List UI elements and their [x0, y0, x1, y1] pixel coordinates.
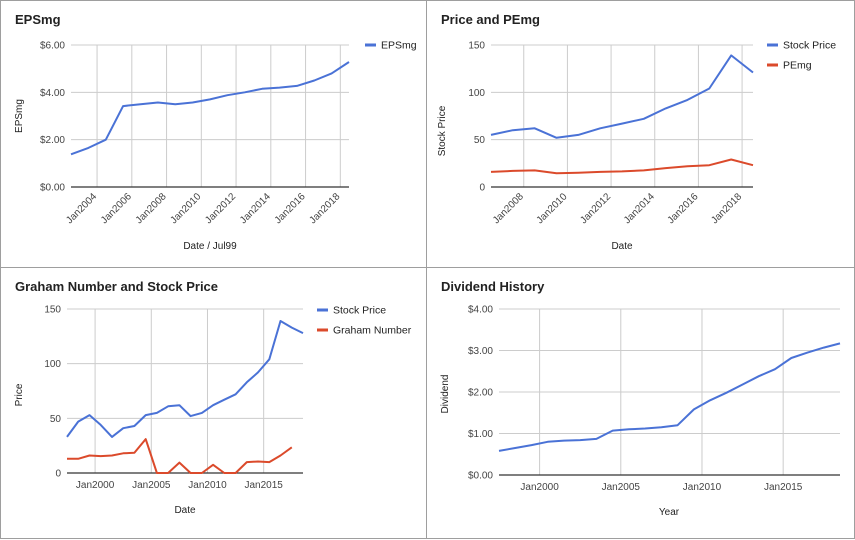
chart-title: Dividend History [441, 279, 545, 294]
series-line [66, 320, 304, 438]
series-line [70, 61, 350, 156]
legend-label: Stock Price [333, 305, 386, 317]
y-tick-label: 100 [44, 359, 61, 370]
x-tick-label: Jan2008 [491, 191, 526, 226]
series-line [498, 342, 841, 452]
legend-swatch [767, 63, 778, 67]
x-tick-label: Jan2012 [578, 191, 613, 226]
x-tick-label: Jan2016 [273, 191, 308, 226]
series-line [67, 438, 293, 474]
y-tick-label: $2.00 [468, 388, 493, 399]
y-tick-label: 150 [468, 41, 485, 52]
y-axis-title: Dividend [440, 375, 451, 414]
legend-label: EPSmg [381, 40, 417, 52]
x-tick-label: Jan2000 [76, 480, 115, 491]
y-tick-label: $6.00 [40, 41, 65, 52]
series-line [490, 54, 754, 139]
x-axis-title: Date [611, 241, 633, 252]
legend-swatch [767, 43, 778, 47]
y-tick-label: 50 [474, 135, 486, 146]
legend-label: PEmg [783, 60, 812, 72]
price-pemg-chart: 0 50 100 150 Jan2008 Jan2010 Jan2012 Jan2014 Jan… [437, 40, 836, 253]
y-axis-title: Stock Price [437, 105, 448, 156]
graham-number-chart: 0 50 100 150 Jan2000 Jan2005 Jan2010 Jan2015 Pri… [14, 305, 412, 517]
x-axis-title: Year [659, 507, 680, 518]
legend-swatch [317, 308, 328, 312]
chart-title: Price and PEmg [441, 12, 540, 27]
y-tick-label: $0.00 [40, 183, 65, 194]
x-tick-label: Jan2015 [764, 482, 803, 493]
x-tick-label: Jan2010 [169, 191, 204, 226]
y-tick-label: $4.00 [468, 305, 493, 316]
x-tick-label: Jan2014 [238, 191, 273, 226]
dividend-history-chart-panel: Dividend History $0.00 $1.00 $2.00 $3.00 $4.… [426, 267, 855, 539]
legend-swatch [365, 43, 376, 47]
series-line [490, 158, 754, 175]
y-tick-label: $0.00 [468, 471, 493, 482]
x-tick-label: Jan2006 [99, 191, 134, 226]
x-tick-label: Jan2010 [683, 482, 722, 493]
x-tick-label: Jan2018 [308, 191, 343, 226]
y-tick-label: $3.00 [468, 346, 493, 357]
graham-number-chart-panel: Graham Number and Stock Price 0 50 100 150 J… [0, 267, 427, 539]
chart-title: EPSmg [15, 12, 61, 27]
x-tick-label: Jan2000 [520, 482, 559, 493]
legend-label: Graham Number [333, 325, 412, 337]
y-tick-label: $4.00 [40, 88, 65, 99]
dividend-history-chart: $0.00 $1.00 $2.00 $3.00 $4.00 Jan2000 Jan2005 J… [440, 305, 841, 518]
y-tick-label: $2.00 [40, 135, 65, 146]
x-axis-title: Date [174, 505, 196, 516]
x-tick-label: Jan2004 [64, 191, 99, 226]
legend-swatch [317, 328, 328, 332]
x-tick-label: Jan2015 [244, 480, 283, 491]
x-tick-label: Jan2016 [666, 191, 701, 226]
y-tick-label: 100 [468, 88, 485, 99]
x-axis-title: Date / Jul99 [183, 241, 237, 252]
legend-label: Stock Price [783, 40, 836, 52]
epsmg-chart-panel: EPSmg $0.00 $2.00 $4.00 $6.00 Jan2004 Jan2006… [0, 0, 427, 268]
chart-title: Graham Number and Stock Price [15, 279, 219, 294]
x-tick-label: Jan2008 [134, 191, 169, 226]
y-tick-label: 0 [479, 183, 485, 194]
price-pemg-chart-panel: Price and PEmg 0 50 100 150 Jan2008 Jan2010 Ja… [426, 0, 855, 268]
x-tick-label: Jan2010 [188, 480, 227, 491]
y-tick-label: 50 [50, 414, 62, 425]
y-axis-title: Price [14, 383, 25, 406]
x-tick-label: Jan2005 [602, 482, 641, 493]
y-tick-label: 0 [55, 469, 61, 480]
y-axis-title: EPSmg [14, 99, 25, 133]
x-tick-label: Jan2012 [203, 191, 238, 226]
y-tick-label: 150 [44, 305, 61, 316]
epsmg-chart: $0.00 $2.00 $4.00 $6.00 Jan2004 Jan2006 Jan200… [14, 40, 417, 253]
x-tick-label: Jan2005 [132, 480, 171, 491]
x-tick-label: Jan2010 [535, 191, 570, 226]
y-tick-label: $1.00 [468, 429, 493, 440]
x-tick-label: Jan2018 [709, 191, 744, 226]
x-tick-label: Jan2014 [622, 191, 657, 226]
